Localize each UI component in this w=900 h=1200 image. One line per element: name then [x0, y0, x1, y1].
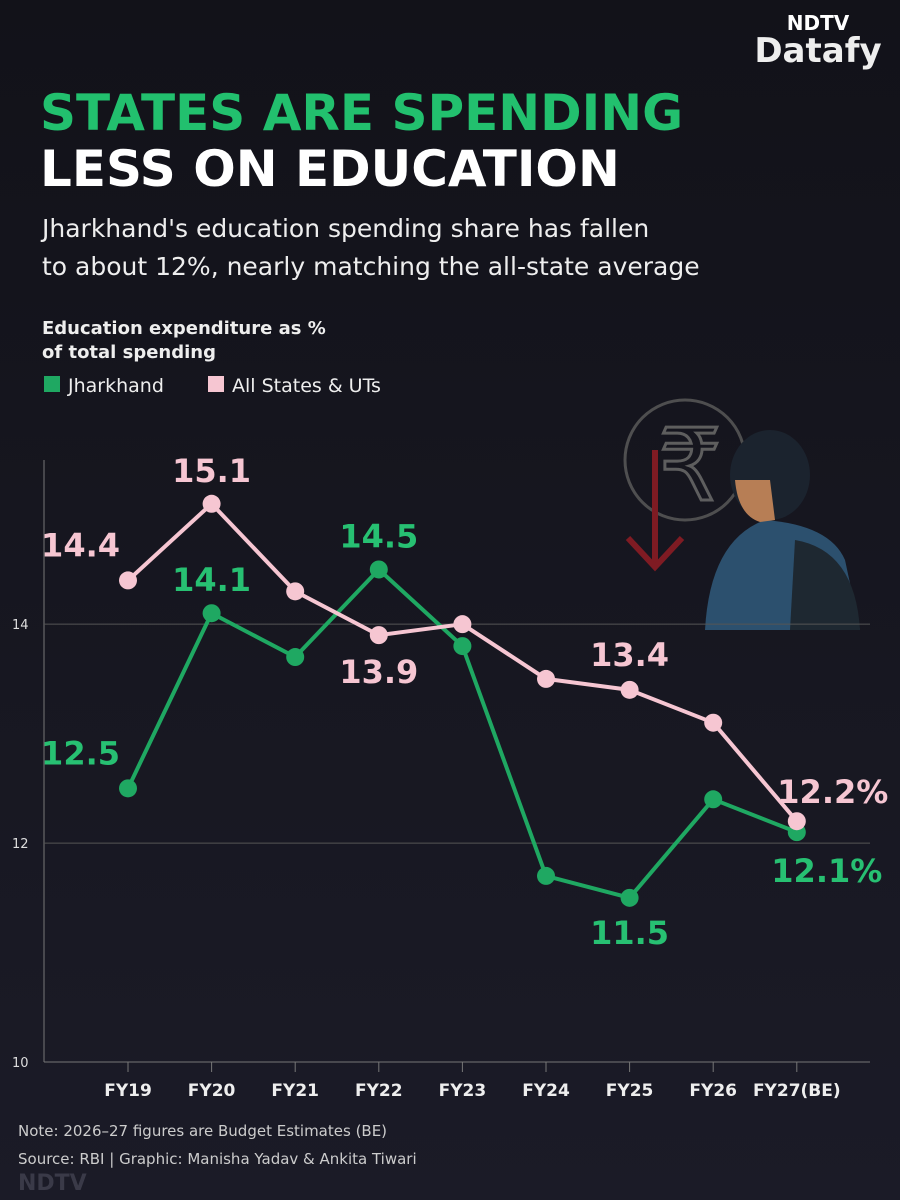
value-label: 14.1 [172, 561, 251, 599]
x-tick-label: FY22 [355, 1081, 403, 1101]
point [119, 779, 137, 798]
x-tick-label: FY21 [271, 1081, 319, 1101]
subtitle: Jharkhand's education spending share has… [40, 214, 649, 243]
point [286, 582, 305, 601]
point [704, 713, 723, 732]
value-label: 12.2% [777, 773, 888, 811]
value-label: 12.1% [771, 852, 882, 890]
title: STATES ARE SPENDING [40, 84, 683, 142]
svg-text:₹: ₹ [658, 407, 722, 524]
y-tick-label: 12 [12, 837, 29, 852]
point [286, 648, 305, 667]
legend-label: All States & UTs [232, 375, 381, 397]
legend-swatch [44, 376, 60, 392]
point [620, 888, 639, 907]
point [453, 615, 472, 634]
point [537, 866, 555, 885]
footer-logo: NDTV [18, 1171, 87, 1196]
illustration: ₹ [623, 398, 860, 630]
x-tick-label: FY19 [104, 1081, 152, 1101]
value-label: 15.1 [172, 452, 251, 490]
x-tick-label: FY26 [689, 1081, 737, 1101]
title: LESS ON EDUCATION [40, 140, 620, 198]
point [704, 790, 723, 809]
value-label: 13.9 [339, 653, 418, 691]
value-label: 11.5 [590, 914, 669, 952]
point [453, 637, 472, 656]
legend-swatch [208, 376, 224, 392]
value-label: 13.4 [590, 636, 669, 674]
point [787, 812, 806, 831]
point [202, 604, 221, 623]
x-tick-label: FY25 [606, 1081, 654, 1101]
x-tick-label: FY20 [188, 1081, 236, 1101]
value-label: 12.5 [41, 734, 120, 772]
point [369, 626, 388, 645]
note: Note: 2026–27 figures are Budget Estimat… [18, 1122, 387, 1140]
value-label: 14.4 [41, 526, 120, 564]
x-tick-label: FY24 [522, 1081, 570, 1101]
logo-bottom: Datafy [754, 31, 881, 71]
y-tick-label: 10 [12, 1056, 29, 1071]
axis-label: of total spending [42, 342, 216, 363]
axis-label: Education expenditure as % [42, 318, 326, 339]
x-tick-label: FY23 [439, 1081, 487, 1101]
legend-label: Jharkhand [67, 375, 164, 397]
value-label: 14.5 [339, 517, 418, 555]
point [369, 560, 388, 579]
source: Source: RBI | Graphic: Manisha Yadav & A… [18, 1150, 417, 1168]
point [620, 680, 639, 699]
logo-top: NDTV [787, 11, 850, 35]
y-tick-label: 14 [12, 618, 29, 633]
point [202, 494, 221, 513]
point [119, 571, 137, 590]
subtitle: to about 12%, nearly matching the all-st… [42, 252, 700, 281]
x-tick-label: FY27(BE) [753, 1081, 841, 1101]
point [537, 669, 555, 688]
